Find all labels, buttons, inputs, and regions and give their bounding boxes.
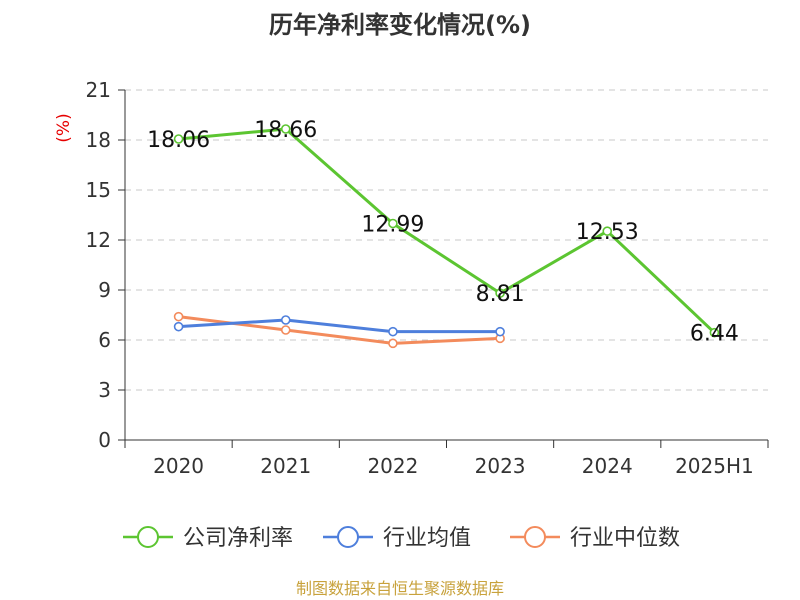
data-point — [495, 326, 505, 337]
legend-swatch-marker — [524, 526, 546, 548]
axes: 0 3 6 9 12 15 18 21 2020 2021 2022 2023 2024 2025H1 — [86, 78, 769, 478]
x-tick-label: 2021 — [260, 454, 311, 478]
x-tick-label: 2022 — [367, 454, 418, 478]
data-point — [709, 327, 720, 338]
data-label: 8.81 — [476, 282, 525, 307]
data-label: 18.66 — [254, 118, 317, 143]
y-tick-label: 6 — [98, 328, 111, 352]
data-point — [388, 338, 398, 349]
legend-label: 行业中位数 — [570, 526, 680, 551]
y-axis-label: (%) — [54, 113, 74, 142]
y-tick-label: 18 — [86, 128, 111, 152]
y-tick-label: 0 — [98, 428, 111, 452]
legend-swatch-marker — [337, 526, 359, 548]
x-tick-label: 2024 — [582, 454, 633, 478]
data-point — [495, 288, 505, 298]
data-point — [388, 326, 398, 337]
legend-item[interactable]: 行业中位数 — [510, 526, 680, 551]
data-label: 12.99 — [361, 213, 424, 238]
data-point — [602, 226, 613, 236]
data-point — [388, 218, 398, 229]
y-tick-label: 12 — [86, 228, 111, 252]
legend-item[interactable]: 公司净利率 — [123, 526, 293, 551]
data-label: 18.06 — [147, 128, 210, 153]
x-tick-label: 2025H1 — [675, 454, 754, 478]
data-point — [173, 134, 184, 144]
legend-label: 公司净利率 — [183, 526, 293, 551]
series-line-公司净利率 — [178, 127, 716, 334]
data-point — [173, 321, 184, 332]
legend-swatch-marker — [137, 526, 159, 548]
x-tick-label: 2020 — [153, 454, 204, 478]
legend-label: 行业均值 — [383, 526, 471, 551]
series-line-行业均值 — [178, 318, 501, 334]
data-label: 12.53 — [576, 220, 639, 245]
data-point — [280, 325, 291, 335]
legend: 公司净利率 行业均值 行业中位数 — [123, 526, 680, 551]
series-layer — [173, 124, 720, 349]
y-tick-label: 9 — [98, 278, 111, 302]
data-label: 6.44 — [690, 322, 739, 347]
series-line-行业中位数 — [178, 315, 501, 345]
data-point — [280, 315, 291, 325]
data-point — [173, 311, 184, 322]
data-labels: 18.06 18.66 12.99 8.81 12.53 6.44 — [147, 118, 739, 347]
y-tick-label: 3 — [98, 378, 111, 402]
source-note: 制图数据来自恒生聚源数据库 — [296, 579, 504, 598]
y-tick-label: 15 — [86, 178, 111, 202]
data-point — [280, 124, 291, 134]
x-tick-label: 2023 — [475, 454, 526, 478]
legend-item[interactable]: 行业均值 — [323, 526, 471, 551]
chart-title: 历年净利率变化情况(%) — [269, 11, 531, 39]
y-tick-label: 21 — [86, 78, 111, 102]
